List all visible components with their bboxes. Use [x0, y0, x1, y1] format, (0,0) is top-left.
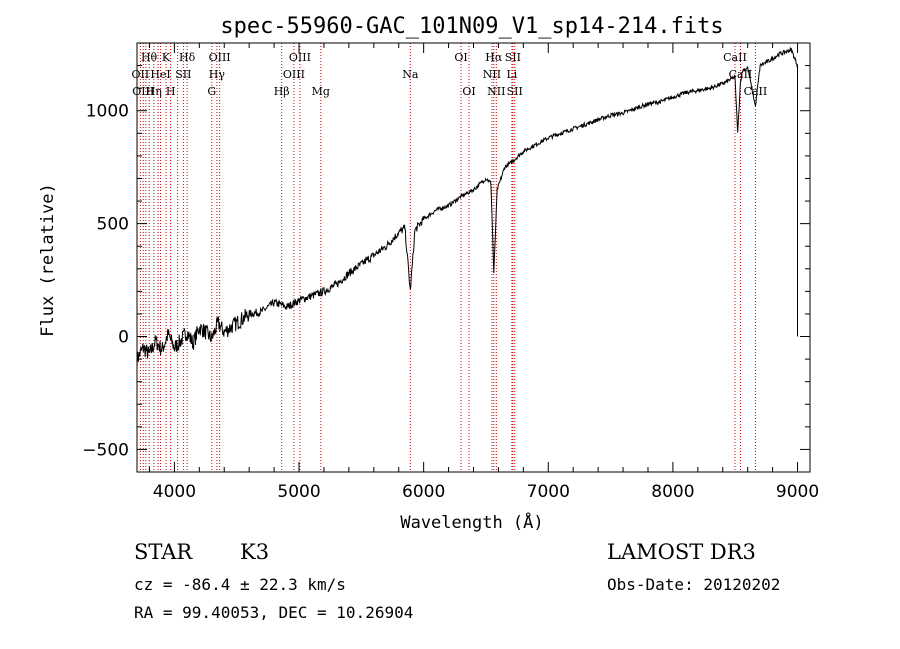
- line-label: Hα: [485, 51, 503, 64]
- line-label: OIII: [289, 51, 311, 64]
- line-label: OI: [454, 51, 467, 64]
- line-label: Hβ: [274, 85, 290, 98]
- plot-frame: [136, 42, 811, 473]
- line-label: SII: [505, 51, 521, 64]
- x-tick-label: 5000: [277, 482, 320, 502]
- line-label: Na: [402, 68, 419, 81]
- line-label: Mg: [312, 85, 330, 98]
- line-label: NII: [487, 85, 505, 98]
- line-label: SII: [507, 85, 523, 98]
- line-label: HeI: [150, 68, 170, 81]
- x-tick-label: 7000: [527, 482, 570, 502]
- spectral-subclass: K3: [240, 540, 270, 564]
- line-label: CaII: [723, 51, 747, 64]
- line-label: CaII: [744, 85, 768, 98]
- annotation-lines: [139, 43, 756, 472]
- x-tick-label: 6000: [402, 482, 445, 502]
- line-label: K: [162, 51, 171, 64]
- y-tick-label: 1000: [86, 102, 129, 122]
- redshift-text: cz = -86.4 ± 22.3 km/s: [134, 575, 346, 594]
- y-tick-label: 0: [118, 328, 129, 348]
- x-axis: 4000 5000 6000 7000 8000 9000: [148, 43, 819, 502]
- y-tick-label: −500: [82, 440, 129, 460]
- obs-date-text: Obs-Date: 20120202: [607, 575, 781, 594]
- object-class: STAR: [134, 540, 193, 564]
- line-label: OIII: [283, 68, 305, 81]
- line-label: Hη: [146, 85, 162, 98]
- survey-name: LAMOST DR3: [607, 540, 756, 564]
- y-axis: −500 0 500 1000: [82, 42, 810, 473]
- line-label: SII: [175, 68, 191, 81]
- coordinates-text: RA = 99.40053, DEC = 10.26904: [134, 603, 414, 622]
- line-label: OIII: [209, 51, 231, 64]
- chart-title: spec-55960-GAC_101N09_V1_sp14-214.fits: [220, 14, 723, 39]
- line-label: Hδ: [179, 51, 196, 64]
- line-label: Hθ: [141, 51, 158, 64]
- y-axis-label: Flux (relative): [38, 183, 58, 337]
- x-tick-label: 9000: [776, 482, 819, 502]
- spectrum-line: [136, 46, 798, 368]
- line-label: H: [166, 85, 176, 98]
- y-tick-label: 500: [97, 215, 129, 235]
- x-tick-label: 4000: [153, 482, 196, 502]
- line-label: OII: [132, 68, 150, 81]
- line-label: OI: [462, 85, 475, 98]
- line-label: Li: [506, 68, 517, 81]
- line-label: NII: [483, 68, 501, 81]
- x-tick-label: 8000: [651, 482, 694, 502]
- x-axis-label: Wavelength (Å): [400, 511, 543, 533]
- line-label: G: [207, 85, 216, 98]
- line-label: Hγ: [209, 68, 226, 81]
